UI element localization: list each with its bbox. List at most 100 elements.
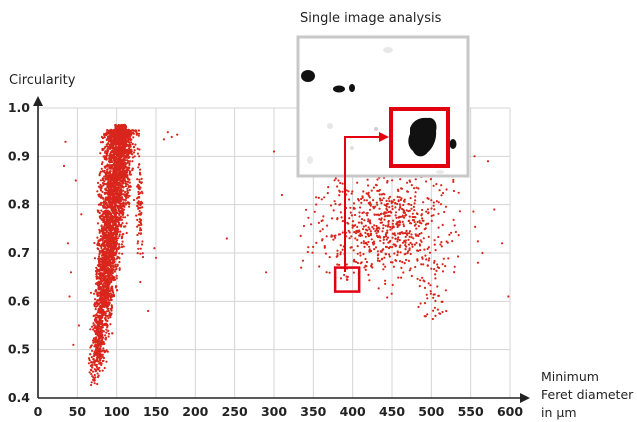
- data-point-sub-cluster: [139, 222, 143, 225]
- data-point-secondary-cluster: [302, 224, 306, 228]
- data-point-secondary-cluster: [398, 232, 401, 235]
- data-point-main-cluster: [100, 167, 103, 170]
- data-point-main-cluster: [108, 253, 111, 256]
- data-point-secondary-cluster: [324, 252, 327, 255]
- data-point-secondary-cluster: [391, 246, 394, 249]
- data-point-secondary-cluster: [365, 192, 368, 195]
- data-point-main-cluster: [97, 327, 100, 330]
- data-point-main-cluster: [105, 209, 108, 213]
- data-point-main-cluster: [92, 328, 95, 331]
- data-point-outlier: [62, 164, 66, 168]
- data-point-main-cluster: [115, 181, 119, 184]
- data-point-main-cluster: [102, 347, 105, 350]
- data-point-main-cluster: [108, 167, 111, 170]
- data-point-main-cluster: [103, 223, 107, 226]
- data-point-secondary-cluster: [346, 275, 349, 278]
- data-point-main-cluster: [98, 268, 101, 271]
- data-point-outlier: [501, 242, 504, 245]
- data-point-secondary-cluster: [433, 239, 436, 242]
- data-point-main-cluster: [124, 182, 127, 185]
- data-point-secondary-cluster: [436, 263, 439, 266]
- data-point-secondary-cluster: [397, 276, 400, 279]
- data-point-main-cluster: [125, 175, 128, 178]
- data-point-outlier: [473, 155, 476, 158]
- highlighted-point: [345, 278, 349, 281]
- data-point-secondary-cluster: [321, 228, 324, 231]
- data-point-outlier: [176, 133, 179, 136]
- data-point-main-cluster: [93, 241, 96, 245]
- data-point-main-cluster: [109, 184, 112, 187]
- data-point-secondary-cluster: [349, 206, 352, 209]
- data-point-main-cluster: [120, 150, 123, 153]
- data-point-secondary-cluster: [397, 216, 400, 219]
- data-point-main-cluster: [103, 253, 106, 256]
- data-point-secondary-cluster: [315, 241, 318, 244]
- data-point-secondary-cluster: [341, 220, 344, 223]
- data-point-main-cluster: [118, 267, 121, 270]
- data-point-main-cluster: [94, 332, 97, 336]
- data-point-main-cluster: [96, 367, 99, 370]
- data-point-main-cluster: [123, 152, 126, 155]
- data-point-main-cluster: [102, 242, 106, 245]
- data-point-secondary-cluster: [378, 235, 381, 238]
- data-point-secondary-cluster: [408, 230, 412, 233]
- data-point-secondary-cluster: [409, 241, 412, 244]
- data-point-main-cluster: [105, 299, 108, 303]
- data-point-secondary-cluster: [391, 283, 394, 287]
- data-point-main-cluster: [115, 232, 119, 235]
- data-point-secondary-cluster: [356, 181, 359, 184]
- data-point-main-cluster: [105, 227, 108, 230]
- data-point-sub-cluster: [139, 212, 142, 215]
- data-point-main-cluster: [122, 208, 125, 211]
- data-point-main-cluster: [100, 269, 103, 272]
- data-point-main-cluster: [103, 254, 106, 257]
- data-point-secondary-cluster: [458, 210, 461, 213]
- data-point-main-cluster: [89, 361, 93, 364]
- data-point-secondary-cluster: [328, 256, 331, 259]
- y-tick-label: 0.7: [8, 245, 30, 260]
- data-point-main-cluster: [128, 178, 131, 181]
- data-point-secondary-cluster: [371, 225, 374, 229]
- data-point-outlier: [153, 247, 156, 250]
- data-point-main-cluster: [115, 192, 118, 195]
- data-point-main-cluster: [98, 330, 102, 333]
- data-point-secondary-cluster: [414, 265, 417, 269]
- data-point-secondary-cluster: [356, 225, 359, 229]
- data-point-main-cluster: [104, 337, 107, 340]
- data-point-secondary-cluster: [401, 261, 404, 264]
- data-point-main-cluster: [102, 282, 106, 285]
- data-point-secondary-cluster: [355, 230, 358, 233]
- data-point-main-cluster: [103, 351, 106, 354]
- data-point-main-cluster: [106, 135, 110, 138]
- data-point-main-cluster: [128, 173, 131, 176]
- data-point-main-cluster: [90, 345, 93, 348]
- data-point-main-cluster: [120, 202, 123, 205]
- data-point-main-cluster: [129, 185, 132, 188]
- data-point-main-cluster: [91, 366, 94, 369]
- data-point-main-cluster: [104, 288, 107, 291]
- data-point-main-cluster: [91, 370, 95, 373]
- data-point-main-cluster: [124, 216, 127, 219]
- data-point-secondary-cluster: [367, 194, 370, 197]
- data-point-outlier: [162, 138, 165, 141]
- data-point-secondary-cluster: [364, 268, 367, 271]
- data-point-secondary-cluster: [417, 187, 420, 190]
- data-point-main-cluster: [105, 165, 108, 168]
- data-point-sub-cluster: [137, 190, 140, 193]
- data-point-sub-cluster: [139, 229, 142, 232]
- data-point-main-cluster: [93, 292, 96, 295]
- data-point-main-cluster: [103, 211, 106, 214]
- data-point-main-cluster: [103, 136, 106, 139]
- data-point-main-cluster: [108, 136, 111, 139]
- data-point-main-cluster: [103, 250, 106, 254]
- data-point-main-cluster: [101, 308, 104, 311]
- data-point-secondary-cluster: [401, 215, 404, 218]
- data-point-secondary-cluster: [423, 280, 426, 283]
- data-point-secondary-cluster: [433, 259, 436, 263]
- data-point-main-cluster: [93, 257, 97, 260]
- data-point-main-cluster: [110, 248, 113, 251]
- data-point-secondary-cluster: [376, 254, 379, 257]
- data-point-main-cluster: [97, 185, 100, 188]
- data-point-main-cluster: [102, 205, 105, 208]
- data-point-main-cluster: [124, 199, 127, 202]
